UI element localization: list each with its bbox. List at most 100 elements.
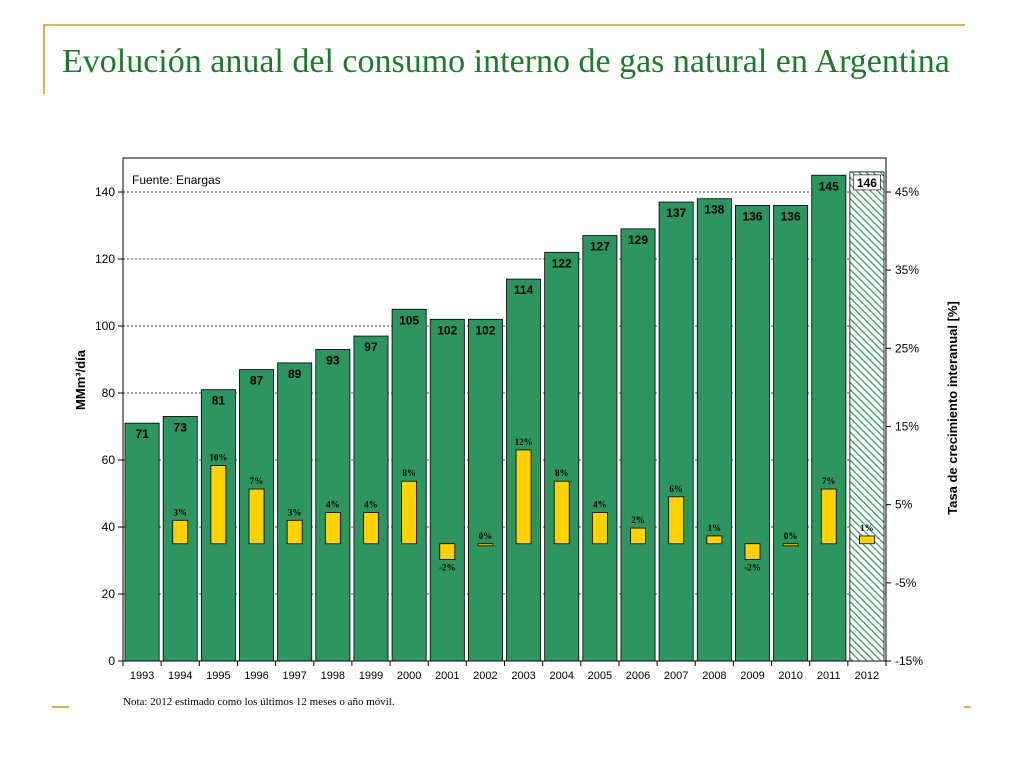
x-tick-label: 2003 (511, 670, 535, 682)
value-label: 145 (819, 179, 839, 193)
value-label: 93 (326, 353, 340, 367)
y2-tick-label: 15% (895, 420, 919, 434)
growth-label: 8% (402, 468, 416, 478)
x-tick-label: 2002 (473, 670, 497, 682)
y2-tick-label: -5% (895, 576, 917, 590)
growth-label: 6% (669, 484, 683, 494)
x-tick-label: 1998 (321, 670, 345, 682)
y-tick-label: 100 (95, 319, 115, 333)
value-label: 81 (212, 394, 226, 408)
growth-bar (210, 465, 227, 545)
growth-label: 1% (708, 523, 722, 533)
growth-bar (324, 512, 341, 545)
growth-label: 0% (479, 531, 493, 541)
y-tick-label: 40 (102, 520, 116, 534)
growth-label: 7% (250, 476, 264, 486)
growth-label: 10% (209, 453, 227, 463)
slide-title: Evolución anual del consumo interno de g… (62, 43, 950, 80)
x-tick-label: 1997 (282, 670, 306, 682)
volume-bar (124, 422, 160, 662)
y2-tick-label: 25% (895, 341, 919, 355)
value-label: 105 (399, 313, 419, 327)
growth-label: 8% (555, 468, 569, 478)
volume-bar (735, 204, 770, 662)
y2-axis-label: Tasa de crecimiento interanual [%] (945, 301, 960, 515)
x-tick-label: 2011 (817, 670, 841, 682)
volume-bar (353, 335, 389, 662)
growth-bar (401, 480, 418, 545)
volume-bar (544, 251, 580, 662)
volume-bar (773, 204, 809, 662)
value-label: 89 (288, 367, 302, 381)
value-label: 71 (135, 427, 149, 441)
x-tick-label: 1999 (359, 670, 383, 682)
y2-tick-label: -15% (895, 654, 923, 668)
growth-bar (668, 496, 685, 545)
accent-dash-left (52, 706, 69, 708)
value-label: 146 (857, 176, 877, 190)
y-axis-label: MMm³/día (73, 349, 88, 410)
volume-bar (696, 198, 732, 662)
value-label: 127 (590, 240, 610, 254)
growth-label: 12% (515, 437, 533, 447)
source-label: Fuente: Enargas (132, 173, 221, 187)
y-tick-label: 80 (102, 386, 116, 400)
y-tick-label: 140 (95, 185, 115, 199)
growth-label: 0% (784, 531, 798, 541)
accent-line-left (43, 24, 45, 94)
value-label: 138 (704, 203, 724, 217)
chart-note: Nota: 2012 estimado como los últimos 12 … (123, 696, 395, 708)
y-tick-label: 0 (108, 654, 115, 668)
growth-label: -2% (744, 562, 761, 572)
growth-bar (286, 519, 303, 545)
volume-bar (277, 362, 313, 662)
value-label: 136 (742, 209, 762, 223)
value-label: 122 (552, 256, 572, 270)
volume-bar (849, 171, 885, 662)
volume-bar (315, 349, 351, 662)
growth-bar (706, 535, 723, 545)
axes: 0 20 40 60 80 100 120 140 -15% -5% 5% 15% 25% 35% 45% 1… (73, 185, 960, 682)
value-label: 114 (514, 283, 534, 297)
volume-bar (467, 318, 503, 662)
value-label: 129 (628, 233, 648, 247)
growth-label: 1% (860, 523, 874, 533)
x-tick-label: 1994 (168, 670, 192, 682)
growth-bar (820, 488, 837, 545)
volume-bar (582, 235, 618, 662)
x-tick-label: 2005 (588, 670, 612, 682)
x-tick-label: 2008 (702, 670, 726, 682)
growth-label: 7% (822, 476, 836, 486)
growth-bar (477, 543, 494, 547)
growth-bars: 3% 10% 7% 3% 4% 4% 8% -2% 0% 12% 8% 4% 2% 6% 1% -2% 0% 7%… (172, 437, 875, 572)
value-label: 102 (437, 323, 457, 337)
growth-bar (859, 535, 875, 545)
x-tick-label: 2007 (664, 670, 688, 682)
accent-dash-right (964, 706, 971, 708)
growth-bar (782, 543, 799, 547)
growth-bar (515, 449, 532, 545)
growth-label: 4% (364, 499, 378, 509)
x-tick-label: 2006 (626, 670, 650, 682)
value-label: 97 (364, 340, 378, 354)
value-label: 87 (250, 374, 264, 388)
volume-bar (620, 228, 656, 662)
growth-bar (439, 543, 456, 560)
y2-tick-label: 35% (895, 263, 919, 277)
y-tick-label: 120 (95, 252, 115, 266)
grid-lines (123, 191, 886, 595)
growth-label: 3% (288, 507, 302, 517)
growth-bar (172, 519, 189, 545)
growth-label: 4% (593, 499, 607, 509)
y2-tick-label: 5% (895, 498, 913, 512)
growth-bar (553, 480, 570, 545)
x-tick-label: 2001 (435, 670, 459, 682)
value-label: 136 (781, 209, 801, 223)
growth-label: 2% (631, 515, 645, 525)
y-tick-label: 60 (102, 453, 116, 467)
x-tick-label: 2004 (549, 670, 573, 682)
y2-tick-label: 45% (895, 185, 919, 199)
x-tick-label: 2009 (740, 670, 764, 682)
growth-label: -2% (439, 562, 456, 572)
